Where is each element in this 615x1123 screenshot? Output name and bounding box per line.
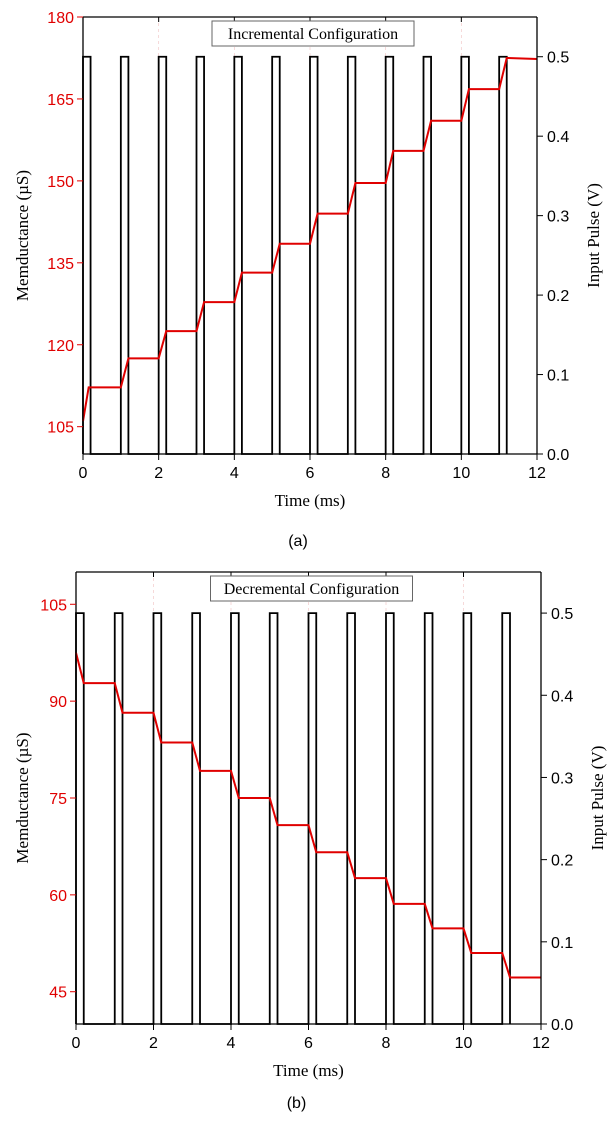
y-right-tick-label: 0.5 bbox=[551, 606, 573, 623]
y-left-tick-label: 90 bbox=[49, 694, 67, 711]
x-tick-label: 8 bbox=[382, 1035, 391, 1052]
memductance-line bbox=[82, 56, 538, 422]
y-right-axis-label: Input Pulse (V) bbox=[584, 183, 603, 288]
x-tick-label: 2 bbox=[154, 465, 163, 482]
y-right-tick-label: 0.0 bbox=[551, 1017, 573, 1034]
y-right-tick-label: 0.3 bbox=[547, 209, 569, 226]
y-right-axis-label: Input Pulse (V) bbox=[588, 746, 607, 851]
figure-caption: (b) bbox=[287, 1095, 307, 1112]
x-tick-label: 2 bbox=[149, 1035, 158, 1052]
y-left-axis-label: Memductance (µS) bbox=[13, 732, 32, 863]
y-left-tick-label: 75 bbox=[49, 791, 67, 808]
figure-caption: (a) bbox=[288, 533, 308, 550]
memductance-line bbox=[75, 652, 541, 979]
y-right-tick-label: 0.2 bbox=[551, 853, 573, 870]
chart-panel-b: 0 2 4 6 8 10 12 45 60 75 90 105 0.0 0.1 0.2 0.3 0.4 0.5 De… bbox=[13, 571, 607, 1112]
x-tick-label: 0 bbox=[72, 1035, 81, 1052]
x-tick-label: 10 bbox=[452, 465, 470, 482]
x-axis-label: Time (ms) bbox=[275, 491, 346, 510]
chart-title: Incremental Configuration bbox=[228, 26, 398, 43]
y-right-tick-label: 0.2 bbox=[547, 288, 569, 305]
input-pulse-line bbox=[75, 612, 511, 1025]
chart-panel-a: 0 2 4 6 8 10 12 105 120 135 150 165 180 0.0 0.1 0.2 0.3 0… bbox=[13, 10, 603, 550]
y-right-tick-label: 0.4 bbox=[547, 129, 569, 146]
y-right-tick-label: 0.0 bbox=[547, 447, 569, 464]
y-left-tick-label: 60 bbox=[49, 888, 67, 905]
x-tick-label: 8 bbox=[381, 465, 390, 482]
x-tick-label: 10 bbox=[455, 1035, 473, 1052]
y-left-tick-label: 105 bbox=[47, 420, 74, 437]
y-left-tick-label: 135 bbox=[47, 256, 74, 273]
y-right-tick-label: 0.1 bbox=[547, 368, 569, 385]
y-left-tick-label: 150 bbox=[47, 174, 74, 191]
y-right-tick-label: 0.4 bbox=[551, 688, 573, 705]
y-right-tick-label: 0.3 bbox=[551, 770, 573, 787]
x-tick-label: 6 bbox=[306, 465, 315, 482]
x-axis-label: Time (ms) bbox=[273, 1061, 344, 1080]
x-tick-label: 4 bbox=[230, 465, 239, 482]
y-left-tick-label: 180 bbox=[47, 10, 74, 27]
x-tick-label: 12 bbox=[528, 465, 546, 482]
y-left-tick-label: 165 bbox=[47, 92, 74, 109]
title-box bbox=[210, 575, 413, 602]
x-tick-label: 4 bbox=[227, 1035, 236, 1052]
x-tick-label: 6 bbox=[304, 1035, 313, 1052]
y-left-tick-label: 45 bbox=[49, 985, 67, 1002]
title-box bbox=[211, 20, 415, 47]
chart-title: Decremental Configuration bbox=[224, 581, 400, 598]
input-pulse-line bbox=[82, 55, 508, 455]
y-left-tick-label: 105 bbox=[40, 597, 67, 614]
x-tick-label: 0 bbox=[79, 465, 88, 482]
y-right-tick-label: 0.1 bbox=[551, 935, 573, 952]
y-left-tick-label: 120 bbox=[47, 338, 74, 355]
x-tick-label: 12 bbox=[532, 1035, 550, 1052]
y-right-tick-label: 0.5 bbox=[547, 50, 569, 67]
y-left-axis-label: Memductance (µS) bbox=[13, 170, 32, 301]
